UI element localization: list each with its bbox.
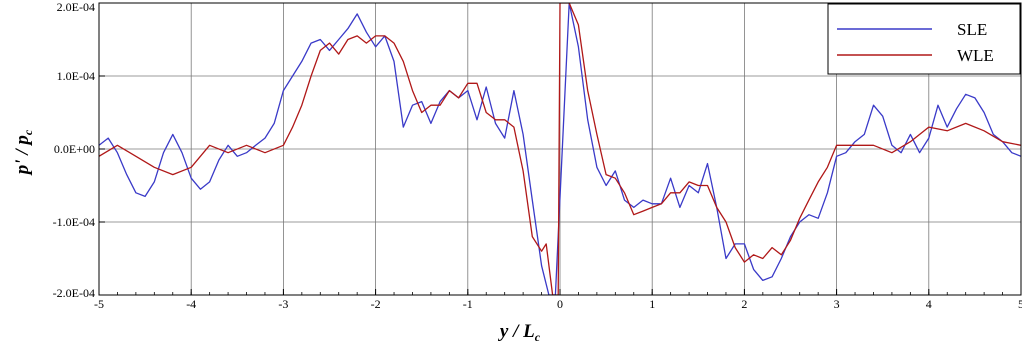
x-tick-label: -5 [94, 297, 104, 311]
x-tick-label: -2 [371, 297, 381, 311]
x-tick-label: 5 [1018, 297, 1022, 311]
y-tick-label: -1.0E-04 [53, 215, 95, 229]
y-tick-label: -2.0E-04 [53, 286, 95, 300]
x-tick-label: 3 [834, 297, 840, 311]
series-line-wle [99, 3, 1021, 295]
x-tick-label: 1 [649, 297, 655, 311]
x-tick-label: -3 [278, 297, 288, 311]
y-axis-label: p' / pc [12, 129, 35, 176]
series-layer [99, 3, 1021, 295]
x-tick-label: -1 [463, 297, 473, 311]
x-tick-label: 4 [926, 297, 932, 311]
legend-label-wle: WLE [957, 46, 994, 65]
legend-label-sle: SLE [957, 20, 987, 39]
y-tick-label: 1.0E-04 [57, 69, 95, 83]
legend: SLE WLE [827, 3, 1021, 75]
x-axis-label: y / Lc [498, 321, 541, 344]
x-tick-label: 0 [557, 297, 563, 311]
y-tick-label: 2.0E-04 [57, 0, 95, 14]
y-tick-label: 0.0E+00 [54, 142, 95, 156]
legend-box [827, 3, 1021, 75]
x-tick-label: 2 [741, 297, 747, 311]
x-tick-label: -4 [186, 297, 196, 311]
axis-ticks: -5 -4 -3 -2 -1 0 1 2 3 4 5 -2.0E-04 -1.0E-04 0.0E+00 1… [53, 0, 1022, 311]
